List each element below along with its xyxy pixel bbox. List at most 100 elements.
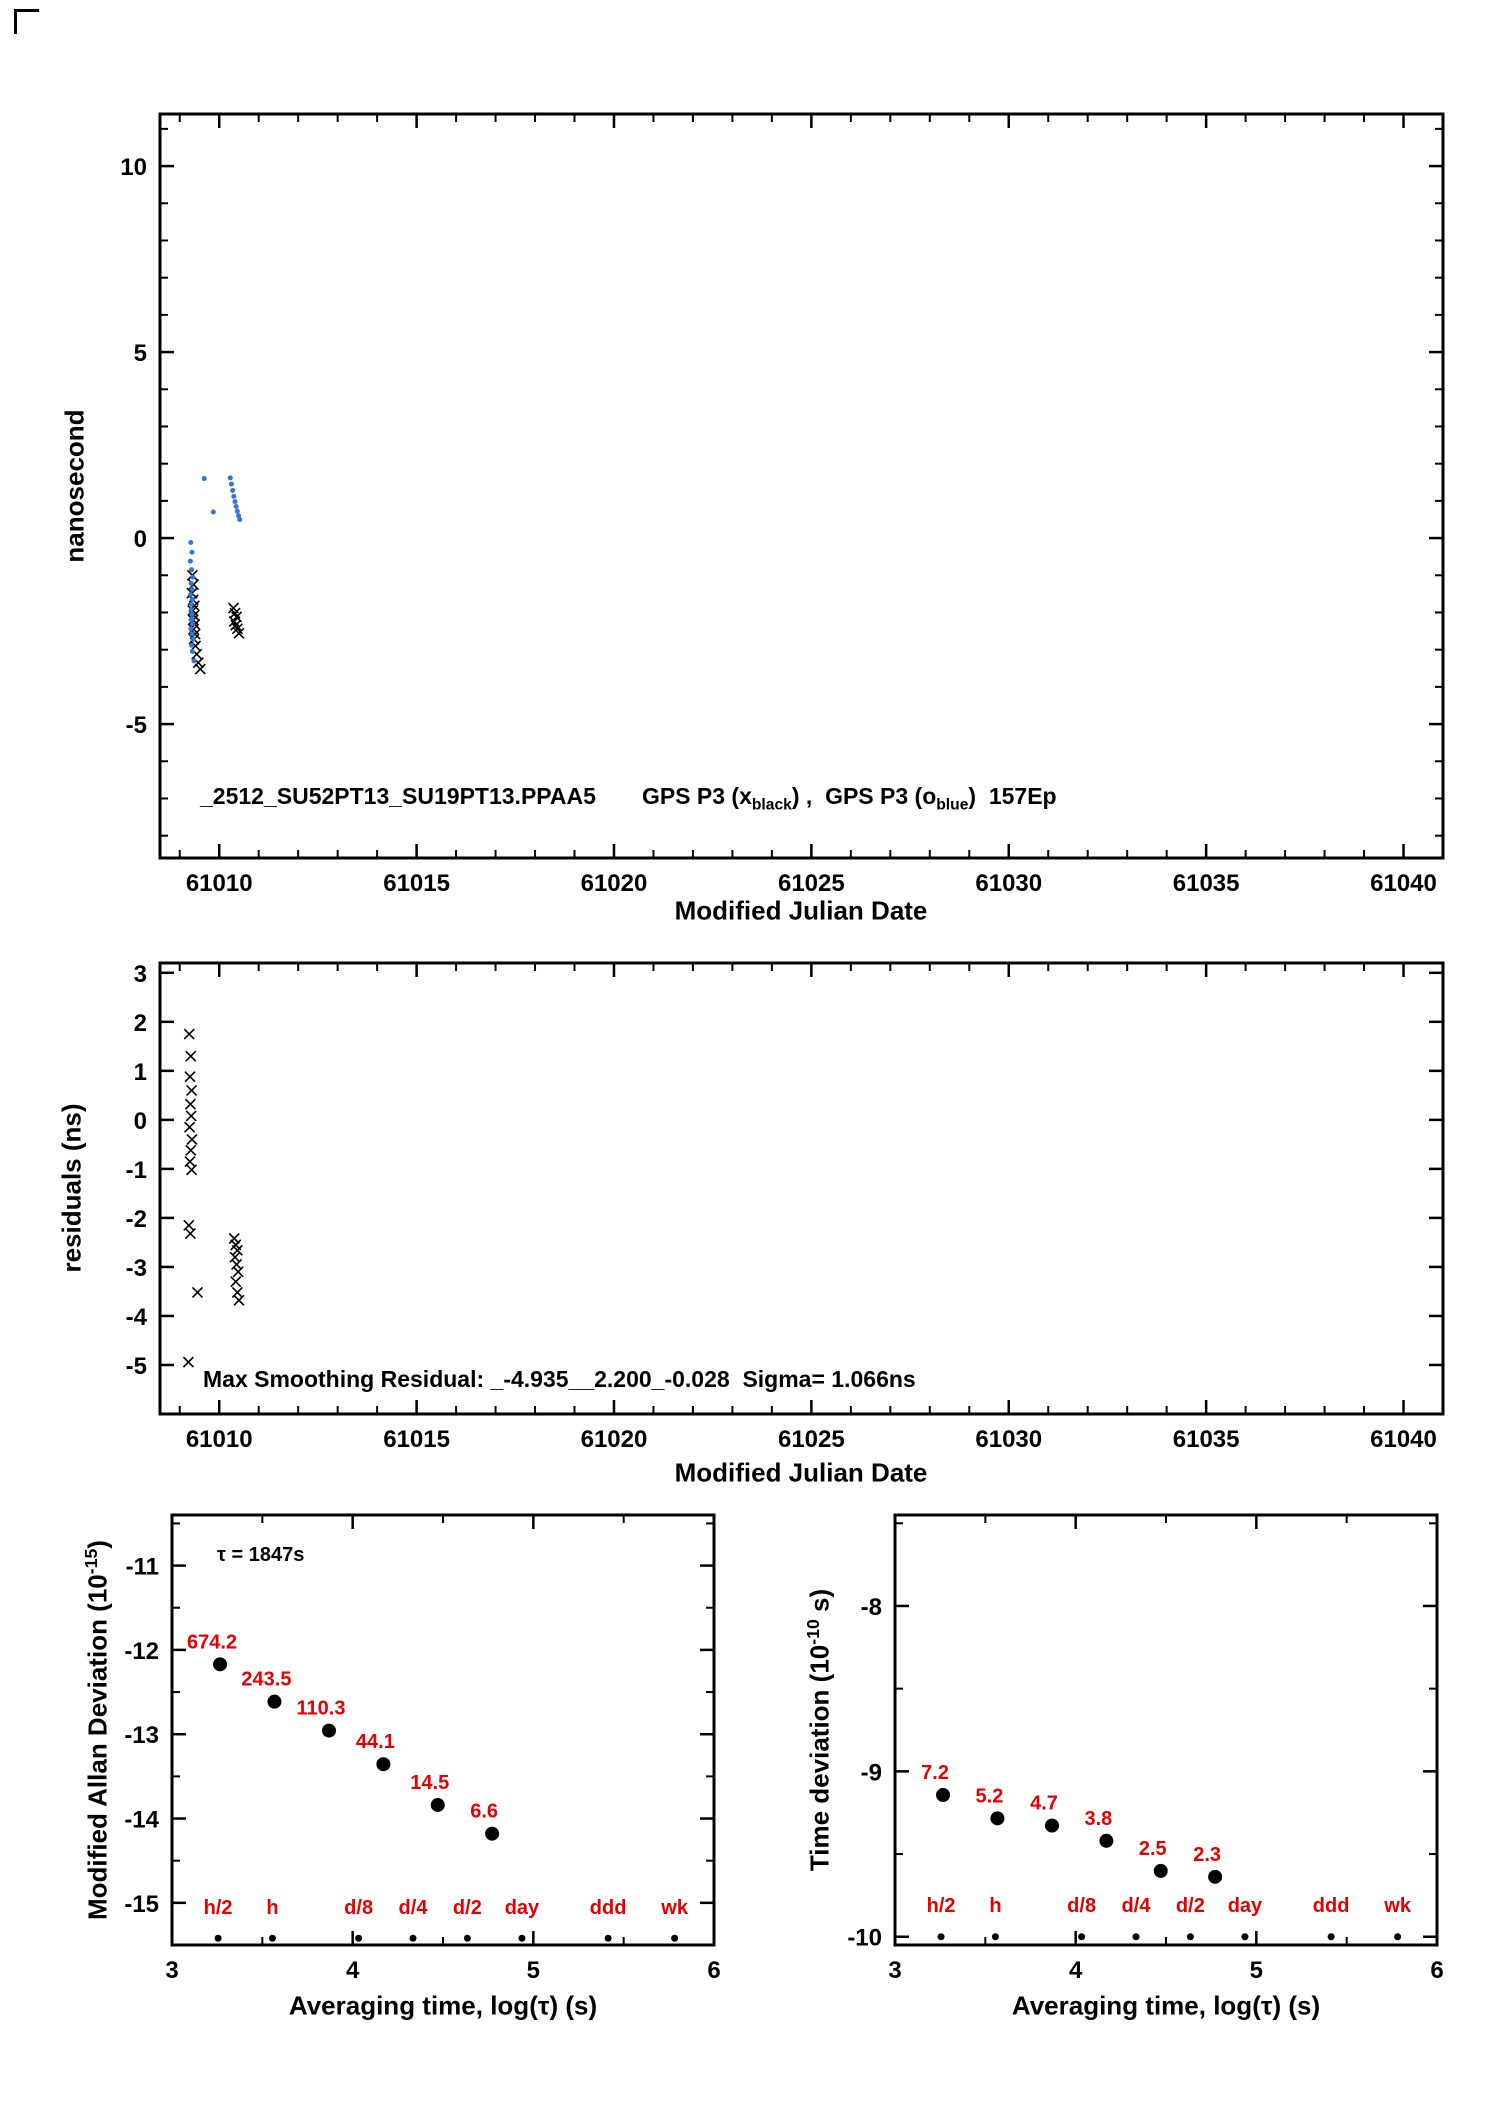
residuals-xtick-label: 61015 (383, 1426, 450, 1453)
phase-xtick-label: 61035 (1173, 870, 1240, 897)
phase-xtick-label: 61040 (1370, 870, 1437, 897)
residuals-xtick-label: 61025 (778, 1426, 845, 1453)
tdev-tau-label: ddd (1313, 1895, 1350, 1917)
mdev-xtick-label: 4 (346, 1957, 360, 1984)
mdev-ytick-label: -14 (124, 1807, 159, 1834)
mdev-ylabel-exponent: -15 (80, 1548, 101, 1575)
tdev-frame (893, 1513, 1439, 1947)
mdev-ytick-label: -13 (124, 1722, 159, 1749)
tdev-xtick-label: 4 (1069, 1957, 1083, 1984)
mdev-value-label: 110.3 (297, 1698, 346, 1720)
tdev-xtick-label: 5 (1250, 1957, 1263, 1984)
mdev-tau-label: h/2 (204, 1897, 233, 1919)
residuals-ytick-label: -1 (126, 1157, 147, 1184)
residuals-ytick-label: 1 (134, 1059, 147, 1086)
phase-chart: 61010 61015 61020 61025 61030 61035 61040 -5 0 5 1… (120, 112, 1445, 897)
phase-ytick-label: 10 (120, 154, 147, 181)
residuals-xtick-label: 61040 (1370, 1426, 1437, 1453)
tdev-value-label: 7.2 (921, 1762, 949, 1784)
phase-series-points (186, 569, 245, 675)
residuals-ytick-label: -5 (126, 1353, 147, 1380)
mdev-tau-label: wk (660, 1897, 689, 1919)
legend-post: ) 157Ep (968, 783, 1057, 809)
residuals-x-axis-title: Modified Julian Date (674, 1457, 928, 1488)
tdev-tau-label: day (1228, 1895, 1263, 1917)
legend-pre: GPS P3 (x (641, 783, 752, 809)
mdev-value-label: 44.1 (356, 1731, 395, 1753)
tdev-tau-label: h (989, 1895, 1001, 1917)
phase-ytick-label: 0 (134, 526, 147, 553)
residuals-ytick-label: -3 (126, 1255, 147, 1282)
tdev-y-axis-title: Time deviation (10-10 s) (802, 1588, 836, 1872)
tdev-value-label: 4.7 (1030, 1793, 1058, 1815)
mdev-xtick-label: 5 (527, 1957, 540, 1984)
phase-annotation: _2512_SU52PT13_SU19PT13.PPAA5 GPS P3 (xbl… (200, 783, 1057, 813)
mdev-ytick-label: -11 (126, 1554, 159, 1581)
residuals-xtick-label: 61010 (186, 1426, 253, 1453)
mdev-xtick-label: 6 (707, 1957, 720, 1984)
tdev-ytick-label: -9 (861, 1759, 882, 1786)
mdev-ytick-label: -15 (124, 1891, 159, 1918)
tdev-tau-label: d/2 (1176, 1895, 1205, 1917)
tdev-tau-label: d/8 (1067, 1895, 1096, 1917)
phase-ytick-label: 5 (134, 340, 147, 367)
phase-xtick-label: 61015 (383, 870, 450, 897)
mdev-tau-label: d/8 (344, 1897, 373, 1919)
phase-xtick-label: 61025 (778, 870, 845, 897)
mdev-x-axis-title: Averaging time, log(τ) (s) (288, 1990, 598, 2021)
phase-y-axis-title: nanosecond (59, 409, 90, 563)
residuals-y-axis-title: residuals (ns) (56, 1103, 87, 1273)
residuals-ytick-label: 2 (134, 1010, 147, 1037)
phase-xtick-label: 61020 (581, 870, 648, 897)
tdev-tau-label: h/2 (927, 1895, 956, 1917)
mdev-tau-label: d/4 (399, 1897, 429, 1919)
corner-mark (14, 9, 39, 34)
tdev-ylabel-pre: Time deviation (10 (804, 1644, 835, 1872)
mdev-xtick-label: 3 (165, 1957, 178, 1984)
tdev-value-label: 2.3 (1193, 1844, 1221, 1866)
phase-frame (158, 112, 1445, 860)
tdev-ytick-label: -8 (861, 1594, 882, 1621)
tdev-value-label: 3.8 (1084, 1808, 1112, 1830)
legend-sub-black: black (751, 796, 792, 814)
residuals-frame (158, 961, 1445, 1416)
residuals-xtick-label: 61030 (975, 1426, 1042, 1453)
residuals-xtick-label: 61020 (581, 1426, 648, 1453)
legend-mid: ) , GPS P3 (o (791, 783, 937, 809)
mdev-ylabel-post: ) (82, 1540, 113, 1549)
tdev-ytick-label: -10 (847, 1925, 882, 1952)
mdev-tau-label: d/2 (453, 1897, 482, 1919)
mdev-tau-label: ddd (590, 1897, 627, 1919)
tdev-tau-label: wk (1383, 1895, 1412, 1917)
mdev-value-label: 6.6 (470, 1801, 498, 1823)
residuals-xtick-label: 61035 (1173, 1426, 1240, 1453)
mdev-y-axis-title: Modified Allan Deviation (10-15) (80, 1540, 114, 1920)
mdev-value-label: 14.5 (410, 1772, 449, 1794)
residuals-ytick-label: 3 (134, 961, 147, 988)
residuals-chart: 61010 61015 61020 61025 61030 61035 61040 3 2 1 0 -… (126, 961, 1445, 1453)
tdev-xtick-label: 6 (1430, 1957, 1443, 1984)
tdev-value-label: 5.2 (976, 1785, 1004, 1807)
dataset-filename: _2512_SU52PT13_SU19PT13.PPAA5 (200, 783, 596, 809)
residuals-annotation: Max Smoothing Residual: _-4.935__2.200_-… (203, 1366, 916, 1392)
series-legend: GPS P3 (xblack) , GPS P3 (oblue) 157Ep (641, 783, 1057, 813)
mdev-ylabel-pre: Modified Allan Deviation (10 (82, 1574, 113, 1920)
tdev-x-axis-title: Averaging time, log(τ) (s) (1011, 1990, 1321, 2021)
tdev-tau-label: d/4 (1122, 1895, 1152, 1917)
tdev-xtick-label: 3 (888, 1957, 901, 1984)
tdev-ylabel-exponent: -10 (802, 1619, 823, 1645)
tau-annotation: τ = 1847s (217, 1544, 305, 1566)
phase-xtick-label: 61030 (975, 870, 1042, 897)
mdev-ytick-label: -12 (124, 1638, 159, 1665)
residuals-ytick-label: -4 (126, 1304, 148, 1331)
mdev-value-label: 674.2 (187, 1631, 237, 1653)
phase-x-axis-title: Modified Julian Date (674, 895, 928, 926)
mdev-tau-label: h (266, 1897, 278, 1919)
tdev-ylabel-post: s) (804, 1588, 835, 1620)
mdev-tau-label: day (505, 1897, 540, 1919)
legend-sub-blue: blue (936, 796, 969, 814)
mdev-series-points (213, 1657, 500, 1841)
